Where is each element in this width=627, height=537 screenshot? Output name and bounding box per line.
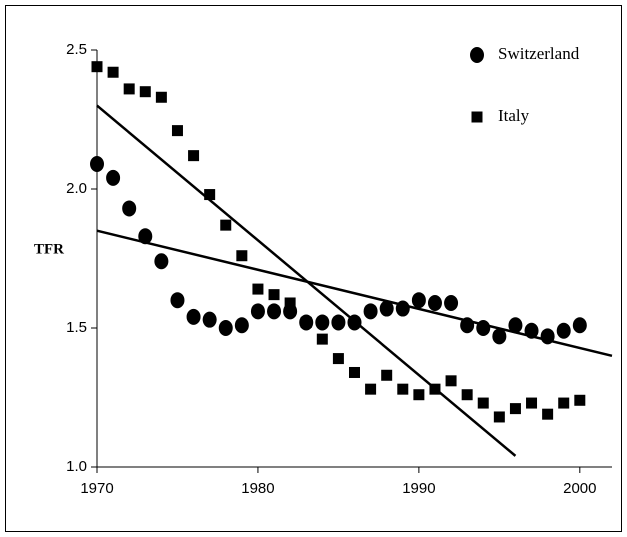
point bbox=[316, 333, 328, 345]
point bbox=[526, 397, 538, 409]
point bbox=[202, 311, 217, 328]
point bbox=[331, 314, 346, 331]
point bbox=[268, 289, 280, 301]
point bbox=[363, 303, 378, 320]
point bbox=[122, 200, 137, 217]
point bbox=[267, 303, 282, 320]
point bbox=[556, 322, 571, 339]
point bbox=[154, 253, 169, 270]
point bbox=[252, 283, 264, 295]
point bbox=[365, 383, 377, 395]
point bbox=[236, 250, 248, 262]
point bbox=[250, 303, 265, 320]
point bbox=[445, 375, 457, 387]
point bbox=[381, 369, 393, 381]
point bbox=[332, 353, 344, 365]
frame bbox=[5, 5, 622, 532]
legend-label: Switzerland bbox=[498, 44, 580, 63]
point bbox=[492, 328, 507, 345]
point bbox=[349, 366, 360, 378]
point bbox=[558, 397, 570, 409]
point bbox=[477, 397, 489, 409]
legend-label: Italy bbox=[498, 106, 530, 125]
point bbox=[315, 314, 330, 331]
point bbox=[540, 328, 555, 345]
point bbox=[188, 150, 200, 162]
x-tick-label: 1970 bbox=[80, 480, 113, 497]
y-tick-label: 1.5 bbox=[66, 319, 87, 336]
point bbox=[493, 411, 505, 423]
point bbox=[524, 322, 539, 339]
point bbox=[413, 389, 425, 401]
point bbox=[476, 320, 491, 336]
point bbox=[461, 389, 473, 401]
legend-marker bbox=[471, 111, 483, 123]
point bbox=[395, 300, 410, 317]
point bbox=[284, 297, 296, 309]
point bbox=[204, 189, 216, 201]
point bbox=[429, 383, 441, 395]
point bbox=[572, 317, 587, 334]
x-tick-label: 1980 bbox=[241, 480, 274, 497]
point bbox=[139, 86, 151, 98]
y-tick-label: 1.0 bbox=[66, 458, 87, 475]
point bbox=[444, 294, 459, 311]
point bbox=[218, 320, 233, 336]
point bbox=[186, 308, 201, 325]
y-tick-label: 2.0 bbox=[66, 180, 87, 197]
point bbox=[138, 228, 153, 245]
point bbox=[460, 317, 475, 334]
point bbox=[542, 408, 554, 420]
point bbox=[107, 66, 119, 78]
y-axis-label: TFR bbox=[34, 241, 64, 257]
point bbox=[170, 292, 185, 309]
point bbox=[155, 91, 167, 103]
point bbox=[300, 316, 312, 328]
point bbox=[379, 300, 394, 317]
trend-line bbox=[96, 104, 517, 457]
x-tick-label: 2000 bbox=[563, 480, 596, 497]
point bbox=[106, 169, 121, 186]
point bbox=[234, 317, 249, 334]
point bbox=[508, 317, 523, 334]
y-tick-label: 2.5 bbox=[66, 41, 87, 58]
point bbox=[91, 61, 103, 73]
x-tick-label: 1990 bbox=[402, 480, 435, 497]
point bbox=[411, 292, 426, 309]
point bbox=[427, 294, 442, 311]
point bbox=[509, 403, 521, 415]
point bbox=[220, 219, 232, 231]
legend-marker bbox=[470, 47, 484, 63]
point bbox=[397, 383, 409, 395]
point bbox=[123, 83, 135, 95]
point bbox=[171, 125, 183, 137]
point bbox=[90, 155, 104, 172]
point bbox=[574, 394, 586, 406]
